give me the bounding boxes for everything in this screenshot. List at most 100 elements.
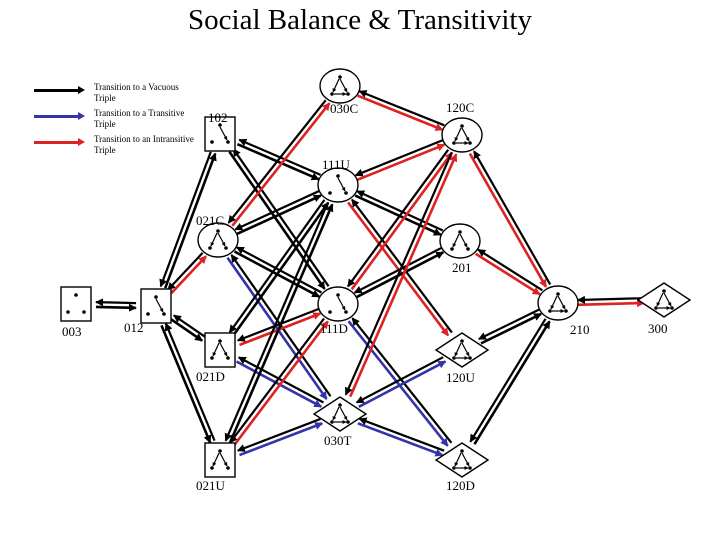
triad-tie bbox=[337, 177, 346, 192]
edge-120C-to-111D bbox=[347, 149, 450, 288]
edge-120U-to-210 bbox=[480, 312, 542, 345]
edge-021C-to-111U bbox=[236, 194, 322, 236]
edge-111U-to-201 bbox=[354, 194, 442, 237]
triad-vertex bbox=[328, 191, 332, 195]
node-label-201: 201 bbox=[452, 260, 472, 275]
legend-label-transitive: Transition to a Transitive Triple bbox=[94, 108, 185, 129]
node-label-021c: 021C bbox=[196, 213, 224, 228]
triad-vertex bbox=[338, 75, 342, 79]
triad-tie bbox=[217, 232, 226, 247]
triad-vertex bbox=[210, 466, 214, 470]
triad-vertex bbox=[654, 306, 658, 310]
triad-node-030t: 030T bbox=[312, 396, 368, 448]
triad-frame bbox=[312, 396, 368, 432]
triad-vertex bbox=[330, 420, 334, 424]
triad-vertex bbox=[468, 141, 472, 145]
edge-120D-to-030T bbox=[358, 417, 445, 452]
triad-vertex bbox=[468, 466, 472, 470]
triad-frame bbox=[60, 286, 92, 322]
edge-012-to-021C bbox=[170, 255, 208, 294]
triad-frame bbox=[441, 117, 483, 153]
triad-frame bbox=[319, 68, 361, 104]
edge-210-to-120U bbox=[478, 308, 540, 341]
edge-030T-to-021U bbox=[236, 417, 321, 452]
edge-210-to-300 bbox=[578, 299, 646, 308]
triad-tie bbox=[452, 233, 460, 248]
edge-120U-to-030T bbox=[355, 356, 444, 404]
node-label-210: 210 bbox=[570, 322, 590, 337]
triad-tie bbox=[212, 452, 220, 467]
triad-vertex bbox=[66, 310, 70, 314]
legend-item-vacuous: Transition to a Vacuous Triple bbox=[34, 82, 184, 110]
edge-300-to-210 bbox=[576, 295, 644, 304]
triad-frame bbox=[204, 332, 236, 368]
legend-item-transitive: Transition to a Transitive Triple bbox=[34, 108, 184, 136]
edge-120C-to-210 bbox=[468, 152, 548, 288]
triad-frame bbox=[434, 332, 490, 368]
node-label-102: 102 bbox=[208, 110, 228, 125]
edge-030T-to-120C bbox=[349, 153, 458, 398]
triad-vertex bbox=[210, 356, 214, 360]
triad-node-012: 012 bbox=[124, 288, 172, 335]
edge-111D-to-120D bbox=[347, 320, 449, 447]
triad-vertex bbox=[338, 403, 342, 407]
triad-vertex bbox=[226, 356, 230, 360]
triad-node-111d: 111D bbox=[317, 286, 359, 336]
legend-swatch-intransitive bbox=[34, 141, 78, 144]
triad-node-120c: 120C bbox=[441, 100, 483, 153]
triad-vertex bbox=[452, 141, 456, 145]
triad-vertex bbox=[210, 140, 214, 144]
triad-tie bbox=[332, 406, 340, 421]
triad-vertex bbox=[226, 140, 230, 144]
edge-003-to-012 bbox=[95, 303, 137, 312]
triad-vertex bbox=[226, 466, 230, 470]
triad-vertex bbox=[466, 247, 470, 251]
triad-tie bbox=[339, 406, 348, 421]
edge-120C-to-030T bbox=[344, 151, 453, 396]
edge-210-to-120C bbox=[473, 150, 552, 285]
triad-tie bbox=[656, 292, 664, 307]
triad-vertex bbox=[346, 92, 350, 96]
triad-tie bbox=[454, 452, 462, 467]
edge-111U-to-021U bbox=[224, 201, 329, 442]
triad-node-030c: 030C bbox=[319, 68, 361, 116]
legend: Transition to a Vacuous Triple Transitio… bbox=[34, 82, 194, 162]
edge-120C-to-111U bbox=[354, 139, 443, 177]
edge-111D-to-021D bbox=[236, 308, 319, 342]
legend-arrowhead-icon bbox=[78, 112, 85, 120]
triad-vertex bbox=[146, 312, 150, 316]
triad-node-120d: 120D bbox=[434, 442, 490, 493]
triad-tie bbox=[337, 296, 346, 311]
edge-120C-to-030C bbox=[358, 90, 445, 127]
triad-tie bbox=[210, 232, 218, 247]
node-label-111d: 111D bbox=[320, 321, 348, 336]
legend-swatch-vacuous bbox=[34, 89, 78, 92]
node-label-021u: 021U bbox=[196, 478, 226, 493]
edge-021C-to-030T bbox=[226, 257, 328, 400]
node-label-300: 300 bbox=[648, 321, 668, 336]
edge-102-to-111D bbox=[228, 151, 326, 290]
triad-vertex bbox=[154, 295, 158, 299]
edge-021U-to-111U bbox=[228, 203, 334, 444]
triad-frame bbox=[537, 285, 579, 321]
triad-vertex bbox=[216, 229, 220, 233]
triad-tie bbox=[454, 342, 462, 357]
edge-030T-to-120U bbox=[358, 360, 447, 408]
edge-210-to-120D bbox=[469, 318, 547, 443]
triad-tie bbox=[155, 298, 164, 313]
legend-arrowhead-icon bbox=[78, 138, 85, 146]
triad-tie bbox=[459, 233, 468, 248]
edge-201-to-111D bbox=[353, 247, 442, 294]
triad-vertex bbox=[344, 191, 348, 195]
triad-vertex bbox=[458, 230, 462, 234]
triad-vertex bbox=[548, 309, 552, 313]
triad-vertex bbox=[670, 306, 674, 310]
triad-node-102: 102 bbox=[204, 110, 236, 152]
node-label-120d: 120D bbox=[446, 478, 475, 493]
triad-frame bbox=[204, 116, 236, 152]
triad-node-120u: 120U bbox=[434, 332, 490, 385]
edge-030T-to-021D bbox=[237, 356, 325, 404]
triad-tie bbox=[332, 78, 340, 93]
legend-label-vacuous: Transition to a Vacuous Triple bbox=[94, 82, 179, 103]
triad-frame bbox=[439, 223, 481, 259]
